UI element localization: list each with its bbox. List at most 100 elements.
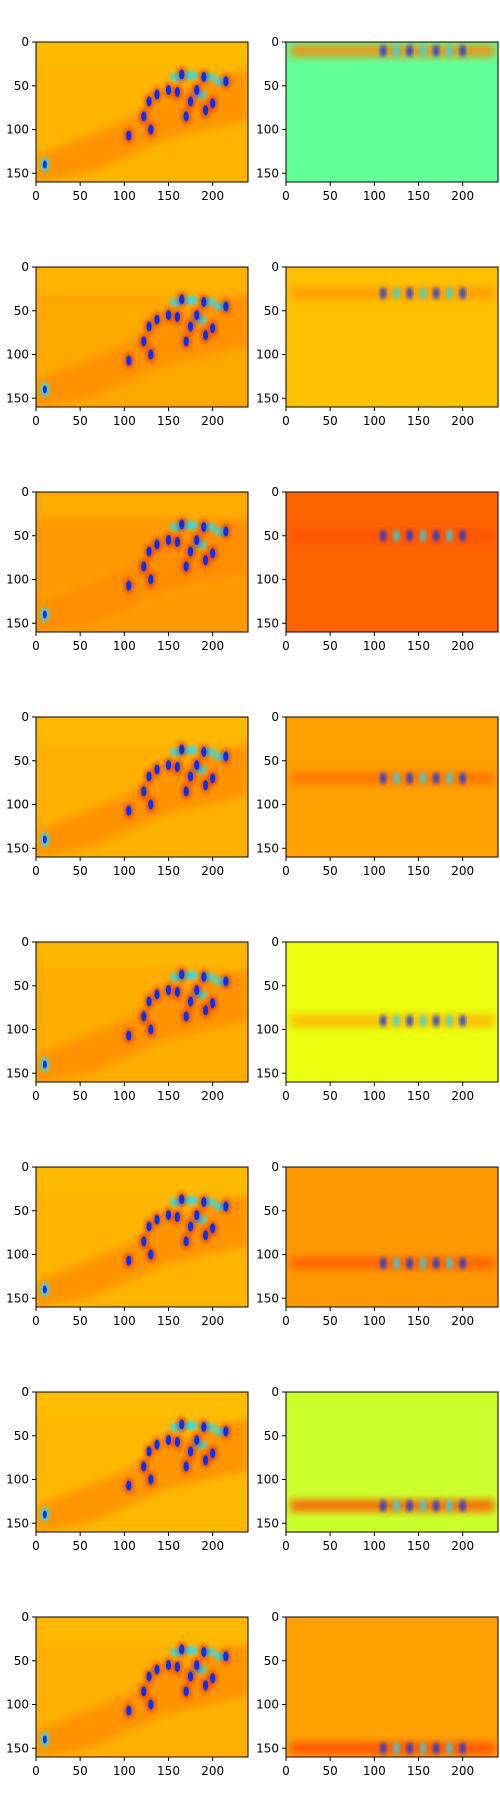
y-tick-label: 150 [6, 391, 29, 405]
activation-spot [141, 786, 146, 796]
activation-spot [407, 1500, 413, 1512]
activation-spot [393, 1742, 399, 1754]
y-tick-label: 50 [264, 1204, 279, 1218]
y-tick-label: 150 [6, 166, 29, 180]
y-tick-label: 100 [6, 1473, 29, 1487]
activation-spot [179, 294, 184, 304]
activation-spot [166, 1210, 171, 1220]
activation-spot [148, 1700, 153, 1710]
y-tick-label: 0 [21, 935, 29, 949]
activation-spot [126, 806, 131, 816]
activation-spot [223, 526, 228, 536]
y-tick-label: 50 [264, 79, 279, 93]
heatmap-panel [286, 42, 498, 182]
y-tick-label: 100 [256, 1473, 279, 1487]
activation-spot [446, 45, 452, 57]
y-tick-label: 0 [21, 485, 29, 499]
x-tick-label: 200 [451, 189, 474, 203]
activation-spot [188, 1447, 193, 1457]
activation-region [36, 717, 248, 743]
x-tick-label: 150 [157, 864, 180, 878]
heatmap-panel [36, 1167, 248, 1307]
y-tick-label: 0 [271, 935, 279, 949]
activation-spot [194, 535, 199, 545]
activation-spot [223, 1651, 228, 1661]
activation-spot [166, 310, 171, 320]
x-tick-label: 200 [201, 1539, 224, 1553]
activation-spot [141, 1461, 146, 1471]
x-tick-label: 100 [113, 1314, 136, 1328]
activation-spot [166, 760, 171, 770]
activation-spot [203, 105, 208, 115]
x-tick-label: 50 [73, 864, 88, 878]
x-tick-label: 150 [407, 1539, 430, 1553]
y-tick-label: 0 [271, 710, 279, 724]
activation-spot [380, 772, 386, 784]
x-tick-label: 0 [282, 189, 290, 203]
y-tick-label: 100 [256, 1248, 279, 1262]
x-tick-label: 150 [157, 414, 180, 428]
y-tick-label: 100 [256, 348, 279, 362]
x-tick-label: 200 [201, 1764, 224, 1778]
y-tick-label: 150 [256, 1516, 279, 1530]
y-tick-label: 50 [14, 754, 29, 768]
activation-spot [223, 301, 228, 311]
x-tick-label: 0 [282, 639, 290, 653]
x-tick-label: 150 [407, 639, 430, 653]
activation-spot [446, 530, 452, 542]
y-tick-label: 150 [6, 616, 29, 630]
activation-spot [203, 1230, 208, 1240]
activation-spot [433, 1015, 439, 1027]
activation-spot [393, 1015, 399, 1027]
activation-spot [194, 310, 199, 320]
x-tick-label: 200 [201, 414, 224, 428]
activation-spot [433, 1500, 439, 1512]
heatmap-panel [286, 267, 498, 407]
x-tick-label: 150 [157, 1314, 180, 1328]
activation-spot [460, 772, 466, 784]
y-tick-label: 50 [264, 1654, 279, 1668]
activation-spot [141, 1686, 146, 1696]
activation-spot [380, 1257, 386, 1269]
x-tick-label: 150 [407, 1314, 430, 1328]
x-tick-label: 0 [32, 1539, 40, 1553]
y-tick-label: 50 [14, 1429, 29, 1443]
x-tick-label: 100 [363, 1764, 386, 1778]
y-tick-label: 50 [14, 1204, 29, 1218]
activation-spot [407, 45, 413, 57]
x-tick-label: 50 [323, 1539, 338, 1553]
activation-region [36, 1392, 248, 1418]
activation-spot [446, 1500, 452, 1512]
x-tick-label: 150 [157, 189, 180, 203]
activation-spot [188, 1672, 193, 1682]
activation-spot [184, 1236, 189, 1246]
x-tick-label: 50 [73, 639, 88, 653]
x-tick-label: 0 [282, 864, 290, 878]
x-tick-label: 200 [201, 1089, 224, 1103]
activation-spot [380, 45, 386, 57]
activation-spot [201, 522, 206, 532]
heatmap-panel [36, 42, 248, 182]
activation-spot [380, 1015, 386, 1027]
activation-spot [146, 772, 151, 782]
heatmap-panel [286, 942, 498, 1082]
x-tick-label: 50 [73, 1314, 88, 1328]
activation-spot [194, 85, 199, 95]
y-tick-label: 150 [6, 1516, 29, 1530]
x-tick-label: 150 [407, 189, 430, 203]
activation-region [36, 42, 248, 68]
y-tick-label: 0 [271, 260, 279, 274]
activation-spot [460, 287, 466, 299]
x-tick-label: 0 [32, 1314, 40, 1328]
x-tick-label: 0 [282, 414, 290, 428]
y-tick-label: 150 [256, 391, 279, 405]
activation-spot [420, 1742, 426, 1754]
x-tick-label: 50 [323, 639, 338, 653]
x-tick-label: 200 [451, 864, 474, 878]
heatmap-panel [286, 1617, 498, 1757]
x-tick-label: 100 [113, 189, 136, 203]
activation-spot [154, 90, 159, 100]
y-tick-label: 0 [21, 710, 29, 724]
activation-spot [194, 760, 199, 770]
activation-spot [141, 1011, 146, 1021]
